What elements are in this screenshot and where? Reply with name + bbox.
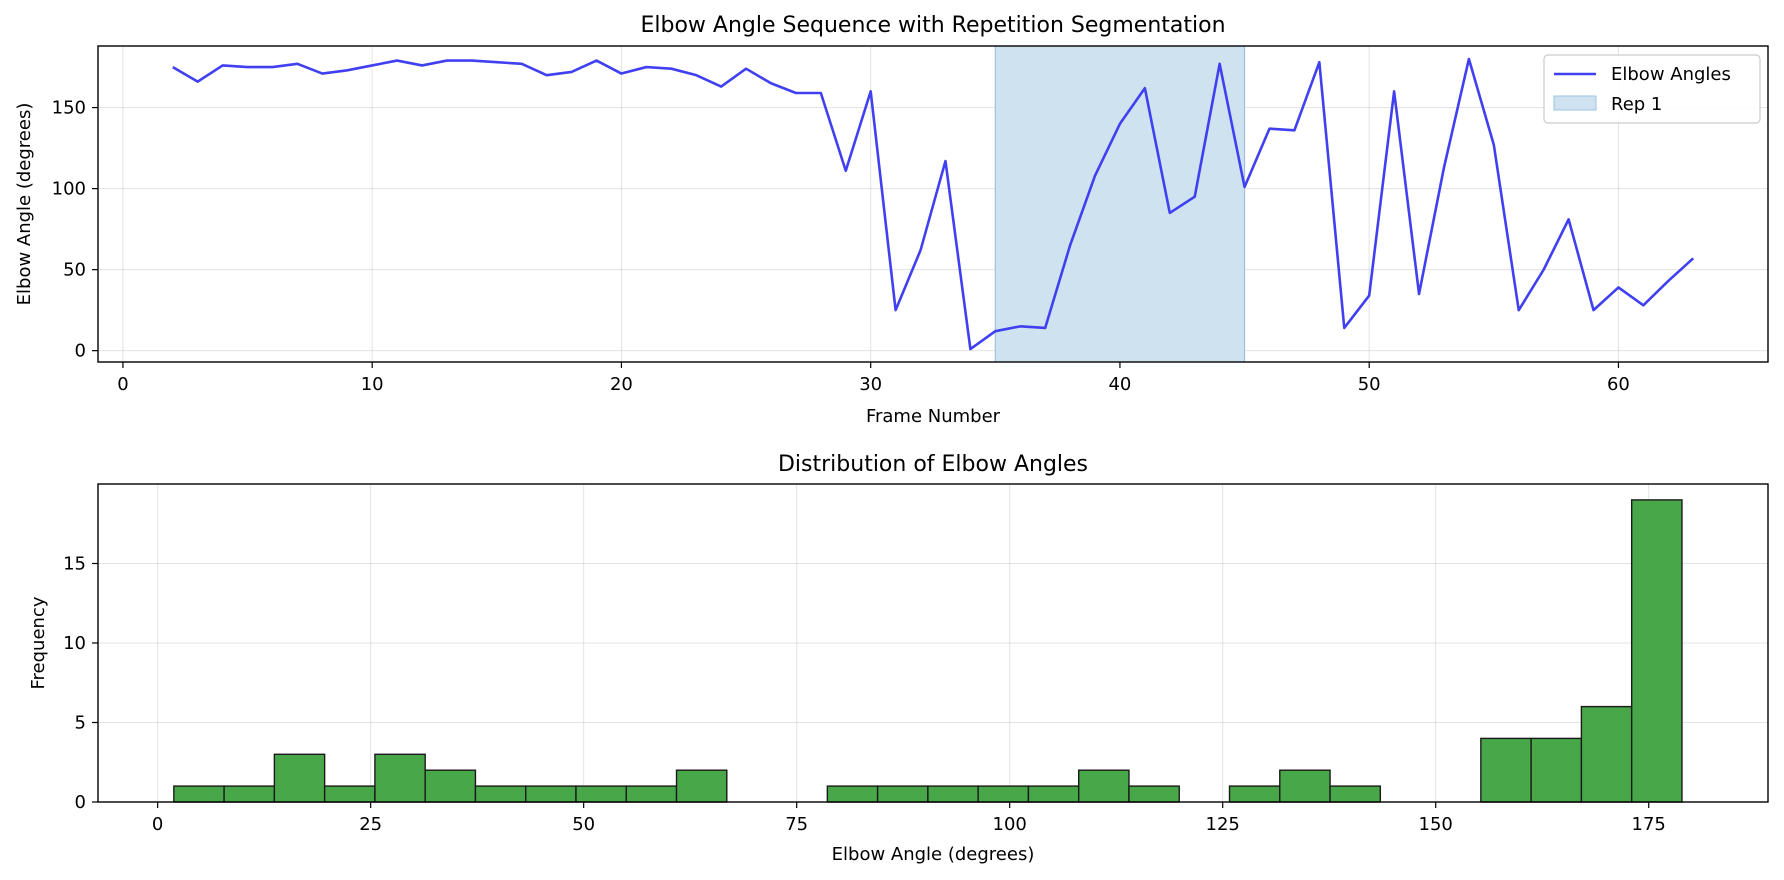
chart-title: Elbow Angle Sequence with Repetition Seg… [640, 13, 1225, 38]
histogram-chart: Distribution of Elbow Angles 0 25 50 75 100 1… [28, 452, 1769, 865]
legend: Elbow Angles Rep 1 [1543, 54, 1761, 124]
x-tick-label: 150 [1419, 814, 1453, 835]
histogram-bar [173, 785, 225, 803]
elbow-angle-line [172, 57, 1695, 351]
histogram-bar [474, 785, 527, 803]
y-axis-label: Elbow Angle (degrees) [14, 103, 35, 306]
x-tick-label: 175 [1632, 814, 1666, 835]
histogram-bar [977, 785, 1030, 803]
histogram-bars [173, 499, 1683, 803]
histogram-bar [424, 769, 477, 803]
y-ticks: 0 50 100 150 [52, 98, 98, 362]
x-tick-label: 50 [1358, 374, 1381, 395]
histogram-bar [927, 785, 979, 803]
line-chart: Elbow Angle Sequence with Repetition Seg… [14, 13, 1769, 427]
chart-title: Distribution of Elbow Angles [778, 452, 1088, 477]
histogram-bar [1279, 769, 1331, 803]
histogram-bar [1027, 785, 1080, 803]
x-tick-label: 25 [359, 814, 382, 835]
histogram-bar [374, 753, 426, 803]
histogram-bar [575, 785, 627, 803]
y-tick-label: 15 [63, 554, 86, 575]
y-tick-label: 100 [52, 179, 86, 200]
histogram-bar [1630, 499, 1683, 803]
y-tick-label: 0 [75, 341, 86, 362]
histogram-bar [223, 785, 276, 803]
x-axis-label: Frame Number [866, 406, 1001, 427]
x-tick-label: 100 [993, 814, 1027, 835]
y-tick-label: 150 [52, 98, 86, 119]
histogram-bar [1329, 785, 1382, 803]
legend-label-elbow-angles: Elbow Angles [1611, 64, 1731, 85]
histogram-bar [323, 785, 376, 803]
y-tick-label: 5 [75, 713, 86, 734]
histogram-bar [625, 785, 678, 803]
histogram-bar [1228, 785, 1281, 803]
rep-spans [994, 46, 1246, 362]
histogram-bar [876, 785, 929, 803]
x-tick-label: 60 [1607, 374, 1630, 395]
histogram-bar [826, 785, 879, 803]
x-tick-label: 20 [610, 374, 633, 395]
plot-frame [97, 45, 1769, 363]
histogram-bar [1077, 769, 1130, 803]
histogram-bar [1128, 785, 1180, 803]
legend-box [1543, 54, 1761, 124]
rep-span [995, 46, 1245, 362]
x-tick-label: 0 [117, 374, 128, 395]
y-tick-label: 0 [75, 792, 86, 813]
histogram-bar [675, 769, 728, 803]
legend-label-rep-1: Rep 1 [1611, 94, 1662, 115]
x-ticks: 0 25 50 75 100 125 150 175 [152, 802, 1666, 835]
legend-span-swatch [1553, 95, 1597, 111]
x-tick-label: 75 [785, 814, 808, 835]
x-tick-label: 40 [1108, 374, 1131, 395]
histogram-bar [1530, 737, 1583, 803]
histogram-bar [1580, 705, 1633, 803]
x-tick-label: 10 [361, 374, 384, 395]
x-axis-label: Elbow Angle (degrees) [832, 844, 1035, 865]
x-tick-label: 50 [572, 814, 595, 835]
x-ticks: 0 10 20 30 40 50 60 [117, 362, 1630, 395]
y-tick-label: 50 [63, 260, 86, 281]
x-tick-label: 125 [1206, 814, 1240, 835]
x-tick-label: 30 [859, 374, 882, 395]
histogram-bar [273, 753, 326, 803]
histogram-bar [1480, 737, 1532, 803]
x-tick-label: 0 [152, 814, 163, 835]
y-axis-label: Frequency [28, 596, 49, 689]
y-ticks: 0 5 10 15 [63, 554, 98, 813]
y-tick-label: 10 [63, 633, 86, 654]
histogram-bar [525, 785, 577, 803]
